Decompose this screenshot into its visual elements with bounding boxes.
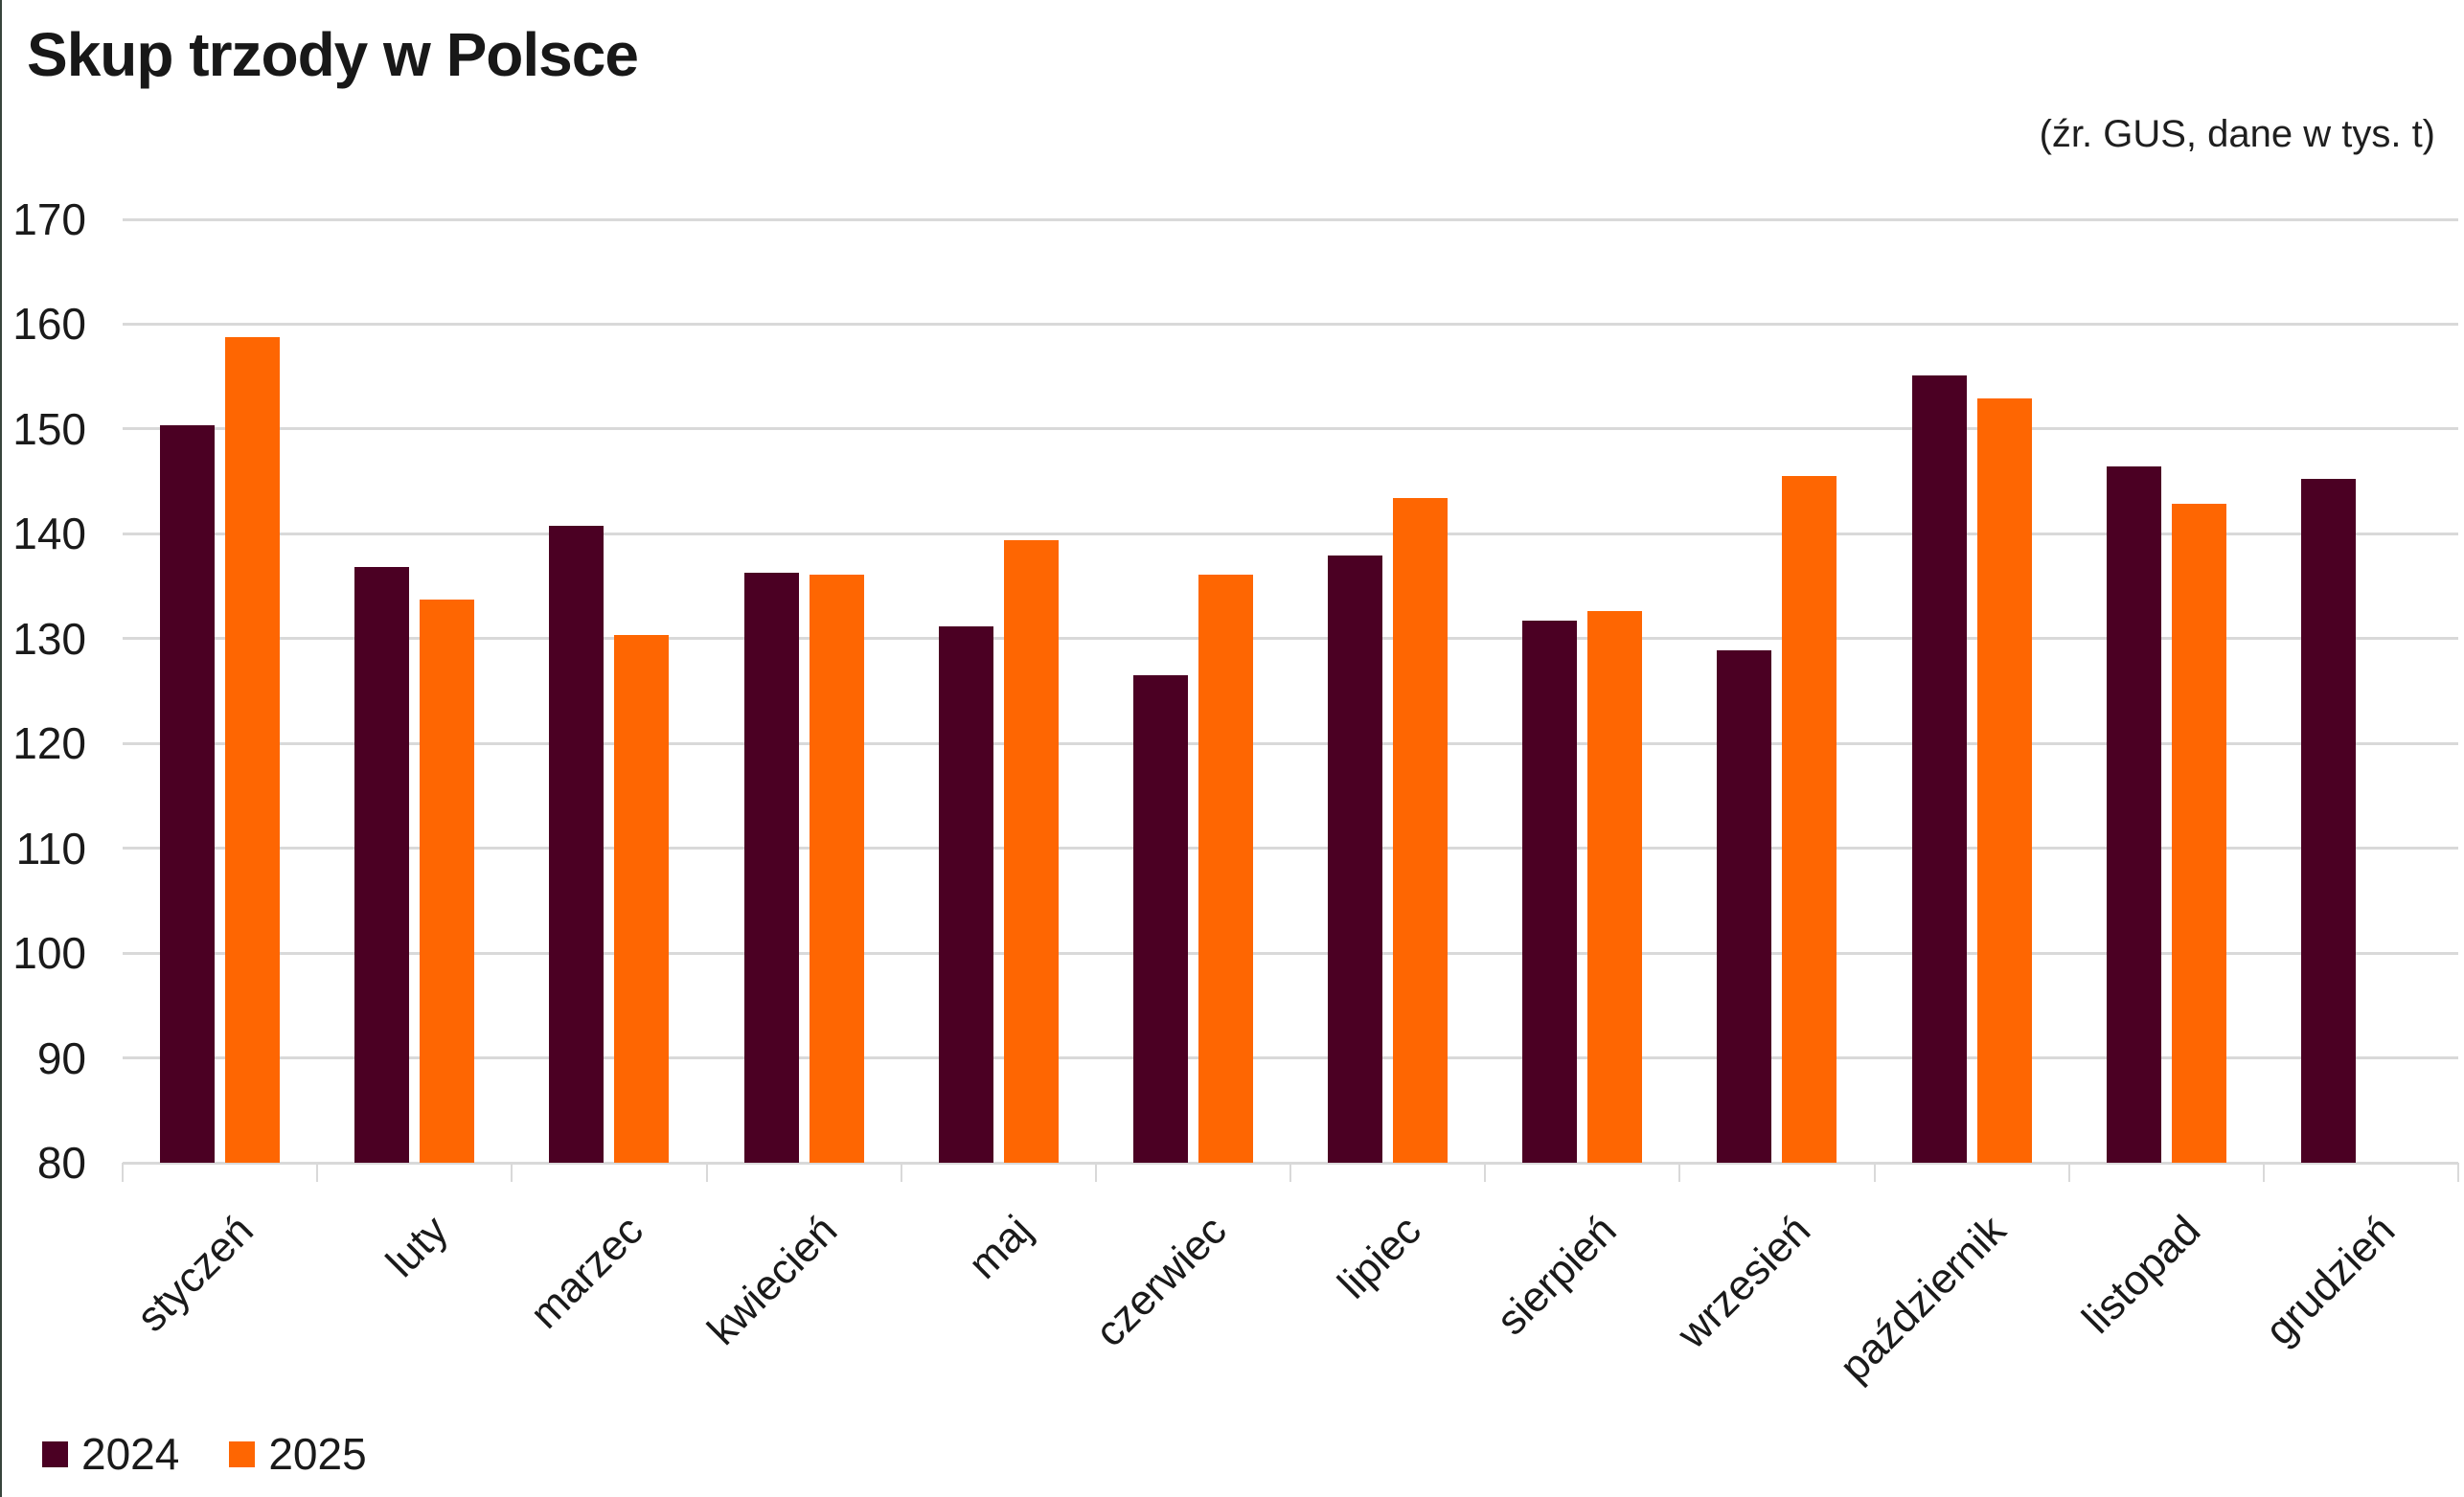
y-tick-label-130: 130: [12, 613, 86, 664]
gridline-90: [123, 1056, 2458, 1060]
gridline-110: [123, 847, 2458, 851]
x-axis-tick: [1094, 1163, 1097, 1182]
x-label-grudzień: grudzień: [2255, 1206, 2404, 1354]
x-axis-tick: [122, 1163, 124, 1182]
bar-2024-kwiecień: [743, 572, 799, 1163]
bar-2024-sierpień: [1522, 621, 1578, 1163]
bar-2024-czerwiec: [1132, 675, 1188, 1163]
x-axis-tick: [2457, 1163, 2459, 1182]
x-axis-tick: [1678, 1163, 1681, 1182]
bar-2024-styczeń: [160, 424, 216, 1163]
screenshot-left-border: [0, 0, 2, 1497]
gridline-140: [123, 532, 2458, 535]
x-label-lipiec: lipiec: [1329, 1206, 1431, 1308]
bar-2024-wrzesień: [1717, 649, 1772, 1163]
gridline-100: [123, 951, 2458, 955]
x-label-sierpień: sierpień: [1487, 1206, 1626, 1345]
bar-2025-kwiecień: [809, 575, 864, 1163]
x-label-luty: luty: [377, 1206, 458, 1286]
bar-2024-marzec: [549, 525, 605, 1163]
x-axis-tick: [705, 1163, 708, 1182]
x-axis-tick: [316, 1163, 319, 1182]
bar-2025-marzec: [614, 635, 670, 1163]
gridline-170: [123, 217, 2458, 221]
legend: 2024 2025: [42, 1429, 367, 1479]
x-label-maj: maj: [959, 1206, 1041, 1288]
bar-2025-czerwiec: [1198, 575, 1253, 1163]
bar-2024-maj: [938, 625, 993, 1163]
x-label-październik: październik: [1830, 1206, 2015, 1391]
gridline-120: [123, 741, 2458, 745]
x-axis-tick: [1873, 1163, 1876, 1182]
bar-2025-luty: [420, 600, 475, 1163]
legend-label-2024: 2024: [81, 1429, 180, 1479]
bar-2025-styczeń: [225, 336, 281, 1163]
bar-2024-grudzień: [2300, 479, 2356, 1163]
bar-2024-luty: [354, 567, 410, 1163]
x-label-marzec: marzec: [520, 1206, 652, 1338]
x-label-wrzesień: wrzesień: [1669, 1206, 1820, 1358]
y-tick-label-140: 140: [12, 509, 86, 559]
bar-2025-maj: [1003, 539, 1059, 1163]
gridline-150: [123, 427, 2458, 431]
bar-2024-listopad: [2106, 466, 2161, 1163]
legend-label-2025: 2025: [268, 1429, 367, 1479]
x-label-kwiecień: kwiecień: [698, 1206, 847, 1354]
x-label-listopad: listopad: [2072, 1206, 2209, 1343]
x-axis-tick: [2262, 1163, 2265, 1182]
gridline-160: [123, 322, 2458, 326]
x-axis-tick: [900, 1163, 902, 1182]
y-tick-label-90: 90: [36, 1032, 86, 1083]
x-axis-tick: [1484, 1163, 1487, 1182]
y-tick-label-120: 120: [12, 718, 86, 769]
bar-2024-lipiec: [1328, 556, 1383, 1163]
chart-title: Skup trzody w Polsce: [27, 20, 639, 89]
x-axis-tick: [1289, 1163, 1291, 1182]
x-axis-tick: [511, 1163, 513, 1182]
bar-2025-sierpień: [1587, 611, 1643, 1163]
gridline-130: [123, 637, 2458, 641]
y-tick-label-80: 80: [36, 1138, 86, 1188]
bar-2025-lipiec: [1393, 498, 1449, 1163]
bar-2025-wrzesień: [1782, 476, 1837, 1163]
y-tick-label-110: 110: [15, 823, 86, 873]
y-tick-label-170: 170: [12, 194, 86, 244]
bar-2025-listopad: [2171, 503, 2226, 1163]
legend-swatch-2024: [42, 1440, 68, 1467]
x-label-czerwiec: czerwiec: [1086, 1206, 1236, 1356]
y-tick-label-100: 100: [12, 928, 86, 979]
y-tick-label-160: 160: [12, 299, 86, 350]
bar-2025-październik: [1976, 398, 2032, 1163]
bar-2024-październik: [1911, 375, 1967, 1163]
source-note: (źr. GUS, dane w tys. t): [2039, 113, 2435, 155]
x-axis-tick: [2067, 1163, 2070, 1182]
legend-swatch-2025: [229, 1440, 256, 1467]
x-label-styczeń: styczeń: [127, 1206, 263, 1342]
y-tick-label-150: 150: [12, 403, 86, 454]
